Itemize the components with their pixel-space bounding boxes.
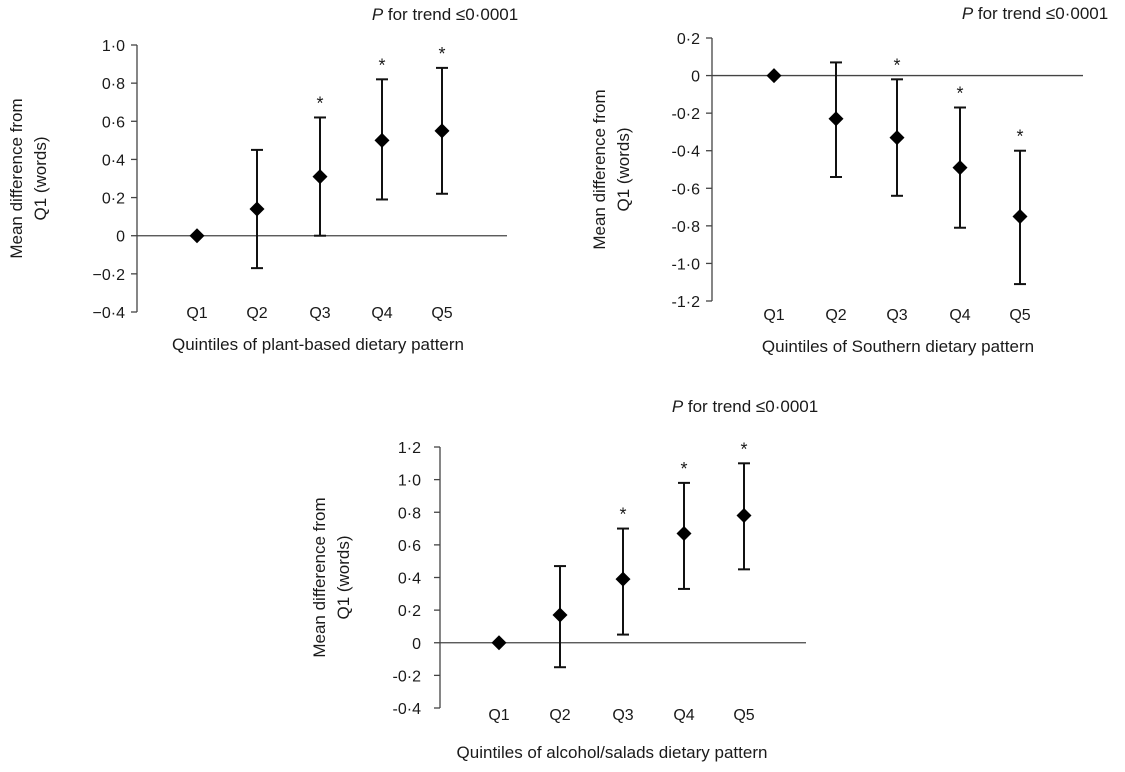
x-axis-label: Quintiles of plant-based dietary pattern <box>172 335 464 354</box>
x-tick-label-Q5: Q5 <box>431 305 452 322</box>
y-tick-label: -0·6 <box>672 181 701 198</box>
trend-annotation-p: P <box>962 4 974 23</box>
chart-panel-2: P for trend ≤0·0001 0·2 0 -0·2 -0·4 -0·6 -0·8 -… <box>590 4 1108 356</box>
data-point-Q2 <box>249 201 265 217</box>
trend-annotation: P for trend ≤0·0001 <box>962 4 1108 23</box>
data-point-Q1 <box>766 68 782 84</box>
y-tick-label: 0·4 <box>102 152 125 169</box>
y-tick-label: 0·4 <box>398 571 421 588</box>
y-tick-label: 1·0 <box>398 473 421 490</box>
significance-marker: * <box>893 55 900 75</box>
y-tick-label: 0·6 <box>398 538 421 555</box>
data-point-Q4 <box>676 525 692 541</box>
y-axis-label-line2: Q1 (words) <box>614 127 633 211</box>
x-tick-label-Q4: Q4 <box>371 305 392 322</box>
x-tick-label-Q3: Q3 <box>612 707 633 724</box>
trend-annotation-text: for trend ≤0·0001 <box>973 4 1108 23</box>
data-point-Q5 <box>736 508 752 524</box>
y-axis-label: Mean difference from Q1 (words) <box>310 497 353 657</box>
trend-annotation-p: P <box>672 397 684 416</box>
x-axis-label: Quintiles of Southern dietary pattern <box>762 337 1034 356</box>
y-axis-label-line1: Mean difference from <box>310 497 329 657</box>
y-tick-label: -0·2 <box>393 668 422 685</box>
data-point-Q3 <box>615 571 631 587</box>
y-tick-label: -0·2 <box>672 106 701 123</box>
trend-annotation-text: for trend ≤0·0001 <box>683 397 818 416</box>
x-tick-label-Q1: Q1 <box>763 307 784 324</box>
significance-marker: * <box>378 55 385 75</box>
y-tick-label: −0·2 <box>93 267 126 284</box>
y-tick-label: -0·4 <box>672 144 701 161</box>
data-point-Q3 <box>312 169 328 185</box>
data-point-Q2 <box>552 607 568 623</box>
significance-marker: * <box>438 44 445 64</box>
y-tick-label: -0·4 <box>393 701 422 718</box>
significance-marker: * <box>619 505 626 525</box>
data-point-Q2 <box>828 111 844 127</box>
x-tick-label-Q2: Q2 <box>825 307 846 324</box>
significance-marker: * <box>316 93 323 113</box>
data-point-Q5 <box>434 123 450 139</box>
x-tick-label-Q5: Q5 <box>1009 307 1030 324</box>
x-tick-label-Q5: Q5 <box>733 707 754 724</box>
y-tick-label: −0·4 <box>93 305 126 322</box>
chart-panel-3: P for trend ≤0·0001 1·2 1·0 0·8 0·6 0·4 0·2 0 -0… <box>310 397 818 762</box>
significance-marker: * <box>740 439 747 459</box>
y-axis-label: Mean difference from Q1 (words) <box>7 98 50 258</box>
y-tick-label: 0 <box>116 229 125 246</box>
data-point-Q4 <box>952 160 968 176</box>
y-tick-label: 0·6 <box>102 114 125 131</box>
y-tick-label: -1·0 <box>672 256 701 273</box>
y-tick-label: 1·2 <box>398 440 421 457</box>
x-tick-label-Q4: Q4 <box>673 707 694 724</box>
x-tick-label-Q3: Q3 <box>309 305 330 322</box>
y-tick-label: -0·8 <box>672 219 701 236</box>
data-point-Q1 <box>491 635 507 651</box>
trend-annotation: P for trend ≤0·0001 <box>372 5 518 24</box>
data-point-Q1 <box>189 228 205 244</box>
x-tick-label-Q4: Q4 <box>949 307 970 324</box>
y-tick-label: 0 <box>691 69 700 86</box>
data-point-Q4 <box>374 132 390 148</box>
y-tick-label: 0·2 <box>102 191 125 208</box>
x-tick-label-Q3: Q3 <box>886 307 907 324</box>
y-axis-label-line2: Q1 (words) <box>31 136 50 220</box>
x-tick-label-Q2: Q2 <box>246 305 267 322</box>
data-point-Q3 <box>889 130 905 146</box>
y-axis-label-line1: Mean difference from <box>590 89 609 249</box>
trend-annotation-p: P <box>372 5 384 24</box>
significance-marker: * <box>1016 127 1023 147</box>
x-axis-label: Quintiles of alcohol/salads dietary patt… <box>457 743 768 762</box>
data-point-Q5 <box>1012 208 1028 224</box>
y-tick-label: 0·8 <box>102 76 125 93</box>
y-tick-label: 1·0 <box>102 38 125 55</box>
y-tick-label: 0·2 <box>677 31 700 48</box>
x-tick-label-Q2: Q2 <box>549 707 570 724</box>
x-tick-label-Q1: Q1 <box>186 305 207 322</box>
trend-annotation: P for trend ≤0·0001 <box>672 397 818 416</box>
y-axis-label: Mean difference from Q1 (words) <box>590 89 633 249</box>
y-axis-label-line2: Q1 (words) <box>334 535 353 619</box>
trend-annotation-text: for trend ≤0·0001 <box>383 5 518 24</box>
y-tick-label: -1·2 <box>672 294 701 311</box>
significance-marker: * <box>956 84 963 104</box>
chart-panel-1: P for trend ≤0·0001 1·0 0·8 0·6 0·4 0·2 0 −0·2 −… <box>7 5 518 354</box>
y-tick-label: 0·8 <box>398 505 421 522</box>
significance-marker: * <box>680 459 687 479</box>
y-axis-label-line1: Mean difference from <box>7 98 26 258</box>
y-tick-label: 0·2 <box>398 603 421 620</box>
x-tick-label-Q1: Q1 <box>488 707 509 724</box>
y-tick-label: 0 <box>412 636 421 653</box>
